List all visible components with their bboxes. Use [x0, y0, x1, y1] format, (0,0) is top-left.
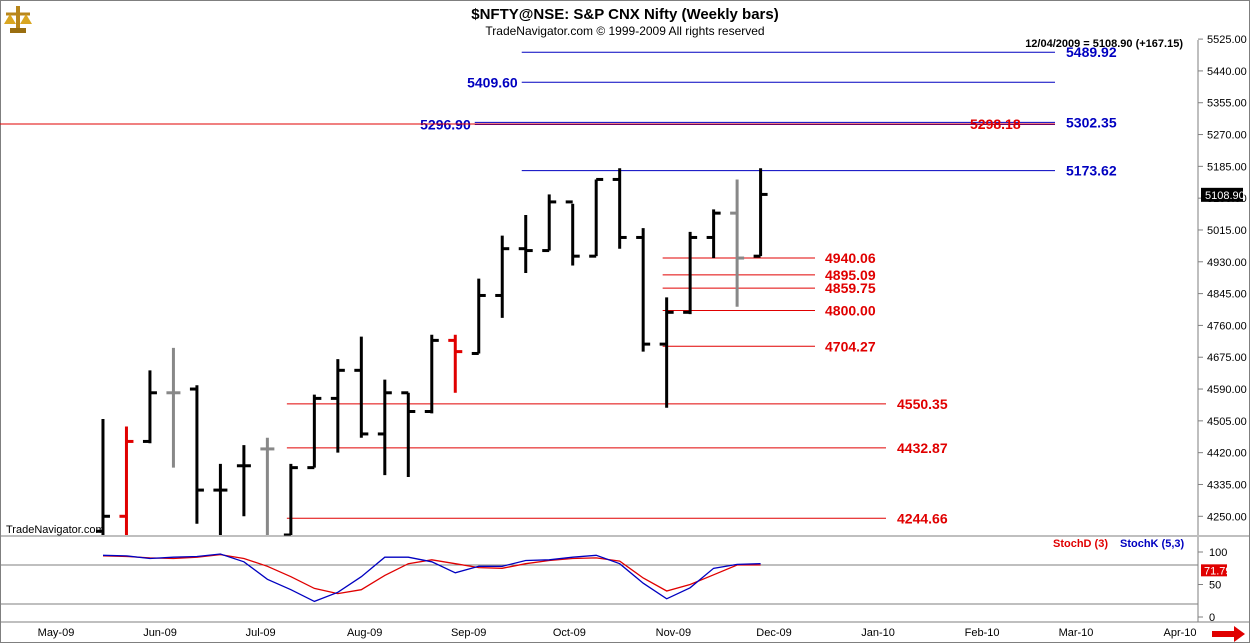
time-tick-label: Dec-09 — [756, 627, 791, 639]
time-tick-label: Feb-10 — [965, 627, 1000, 639]
level-label-4704.27: 4704.27 — [825, 338, 876, 354]
level-label-4800.00: 4800.00 — [825, 302, 876, 318]
stoch-tick-label: 100 — [1209, 547, 1227, 559]
stoch-tick-label: 50 — [1209, 580, 1221, 592]
ohlc-bar-2009-07-24 — [330, 359, 345, 453]
price-tick-label: 5440.00 — [1207, 66, 1247, 78]
ohlc-bar-2009-10-02 — [565, 200, 580, 266]
level-label-5409.60: 5409.60 — [467, 74, 518, 90]
ohlc-bar-2009-05-22 — [119, 426, 134, 535]
ohlc-bar-2009-05-15 — [95, 418, 110, 535]
level-label-4550.35: 4550.35 — [897, 396, 948, 412]
ohlc-bar-2009-09-04 — [471, 278, 486, 355]
time-tick-label: Jul-09 — [246, 627, 276, 639]
last-price-box — [1201, 187, 1243, 202]
price-tick-label: 5185.00 — [1207, 161, 1247, 173]
time-tick-label: Apr-10 — [1163, 627, 1196, 639]
ohlc-bar-2009-07-17 — [307, 394, 322, 470]
ohlc-bar-2009-06-12 — [189, 385, 204, 524]
time-tick-label: Oct-09 — [553, 627, 586, 639]
price-tick-label: 4590.00 — [1207, 384, 1247, 396]
stochastic-pane: StochD (3) StochK (5,3) — [0, 538, 1198, 605]
time-tick-label: Nov-09 — [656, 627, 691, 639]
legend-stochk: StochK (5,3) — [1120, 538, 1185, 550]
level-label-5489.92: 5489.92 — [1066, 44, 1117, 60]
stoch-last-label: 71.79 — [1204, 565, 1232, 577]
level-label-4432.87: 4432.87 — [897, 440, 948, 456]
stoch-last-box — [1201, 564, 1227, 577]
level-label-5302.35: 5302.35 — [1066, 114, 1117, 130]
price-tick-label: 4420.00 — [1207, 448, 1247, 460]
ohlc-bar-2009-11-06 — [683, 231, 698, 315]
price-tick-label: 5355.00 — [1207, 98, 1247, 110]
time-tick-label: Aug-09 — [347, 627, 382, 639]
level-label-5173.62: 5173.62 — [1066, 163, 1117, 179]
last-price-label: 5108.90 — [1205, 190, 1245, 202]
level-label-4859.75: 4859.75 — [825, 280, 876, 296]
ohlc-bar-2009-09-11 — [495, 235, 510, 318]
price-tick-label: 4335.00 — [1207, 479, 1247, 491]
level-label-5298.18: 5298.18 — [970, 116, 1021, 132]
chart-title: $NFTY@NSE: S&P CNX Nifty (Weekly bars) — [471, 6, 778, 23]
price-bars — [95, 168, 768, 537]
price-tick-label: 5525.00 — [1207, 34, 1247, 46]
ohlc-bar-2009-09-18 — [518, 215, 533, 274]
stoch-tick-label: 0 — [1209, 612, 1215, 624]
level-label-4244.66: 4244.66 — [897, 510, 948, 526]
ohlc-bar-2009-10-30 — [659, 297, 674, 408]
level-label-4895.09: 4895.09 — [825, 267, 876, 283]
time-tick-label: Jun-09 — [143, 627, 177, 639]
price-tick-label: 4845.00 — [1207, 289, 1247, 301]
price-tick-label: 5015.00 — [1207, 225, 1247, 237]
price-tick-label: 4505.00 — [1207, 416, 1247, 428]
ohlc-bar-2009-06-19 — [213, 463, 228, 535]
ohlc-bar-2009-10-16 — [612, 168, 627, 249]
ohlc-bar-2009-11-13 — [706, 209, 721, 259]
price-tick-label: 4675.00 — [1207, 352, 1247, 364]
ohlc-bar-2009-09-25 — [542, 194, 557, 253]
price-tick-label: 4930.00 — [1207, 257, 1247, 269]
brass-scale-icon — [4, 6, 32, 33]
chart-subtitle: TradeNavigator.com © 1999-2009 All right… — [485, 24, 764, 38]
price-axis: 5525.005440.005355.005270.005185.005100.… — [1198, 34, 1247, 523]
ohlc-bar-2009-08-14 — [401, 391, 416, 477]
ohlc-bar-2009-05-29 — [142, 370, 157, 444]
ohlc-bar-2009-07-10 — [283, 463, 298, 537]
scroll-right-arrow-icon[interactable] — [1212, 626, 1245, 642]
time-tick-label: Jan-10 — [861, 627, 895, 639]
ohlc-bar-2009-06-26 — [236, 445, 251, 517]
legend-stochd: StochD (3) — [1053, 538, 1108, 550]
stochastic-axis: 100 50 0 71.79 — [1198, 547, 1232, 624]
level-label-4940.06: 4940.06 — [825, 250, 876, 266]
price-tick-label: 4250.00 — [1207, 511, 1247, 523]
time-tick-label: Sep-09 — [451, 627, 486, 639]
ohlc-bar-2009-11-20 — [730, 179, 745, 307]
time-tick-label: May-09 — [38, 627, 75, 639]
ohlc-bar-2009-10-09 — [589, 177, 604, 258]
ohlc-bar-2009-07-31 — [354, 336, 369, 438]
ohlc-bar-2009-08-07 — [377, 379, 392, 476]
price-tick-label: 5270.00 — [1207, 130, 1247, 142]
watermark: TradeNavigator.com — [6, 524, 105, 536]
price-tick-label: 4760.00 — [1207, 320, 1247, 332]
ohlc-bar-2009-08-28 — [448, 334, 463, 393]
ohlc-bar-2009-06-05 — [166, 347, 181, 468]
stoch-line-k — [102, 553, 761, 603]
ohlc-bar-2009-11-27 — [753, 168, 768, 258]
time-tick-label: Mar-10 — [1059, 627, 1094, 639]
time-axis: May-09 Jun-09 Jul-09 Aug-09 Sep-09 Oct-09 Nov-… — [38, 627, 1197, 639]
ohlc-bar-2009-08-21 — [424, 334, 439, 414]
ohlc-bar-2009-10-23 — [636, 228, 651, 352]
ohlc-bar-2009-07-03 — [260, 437, 275, 535]
last-quote-readout: 12/04/2009 = 5108.90 (+167.15) — [1025, 38, 1183, 50]
